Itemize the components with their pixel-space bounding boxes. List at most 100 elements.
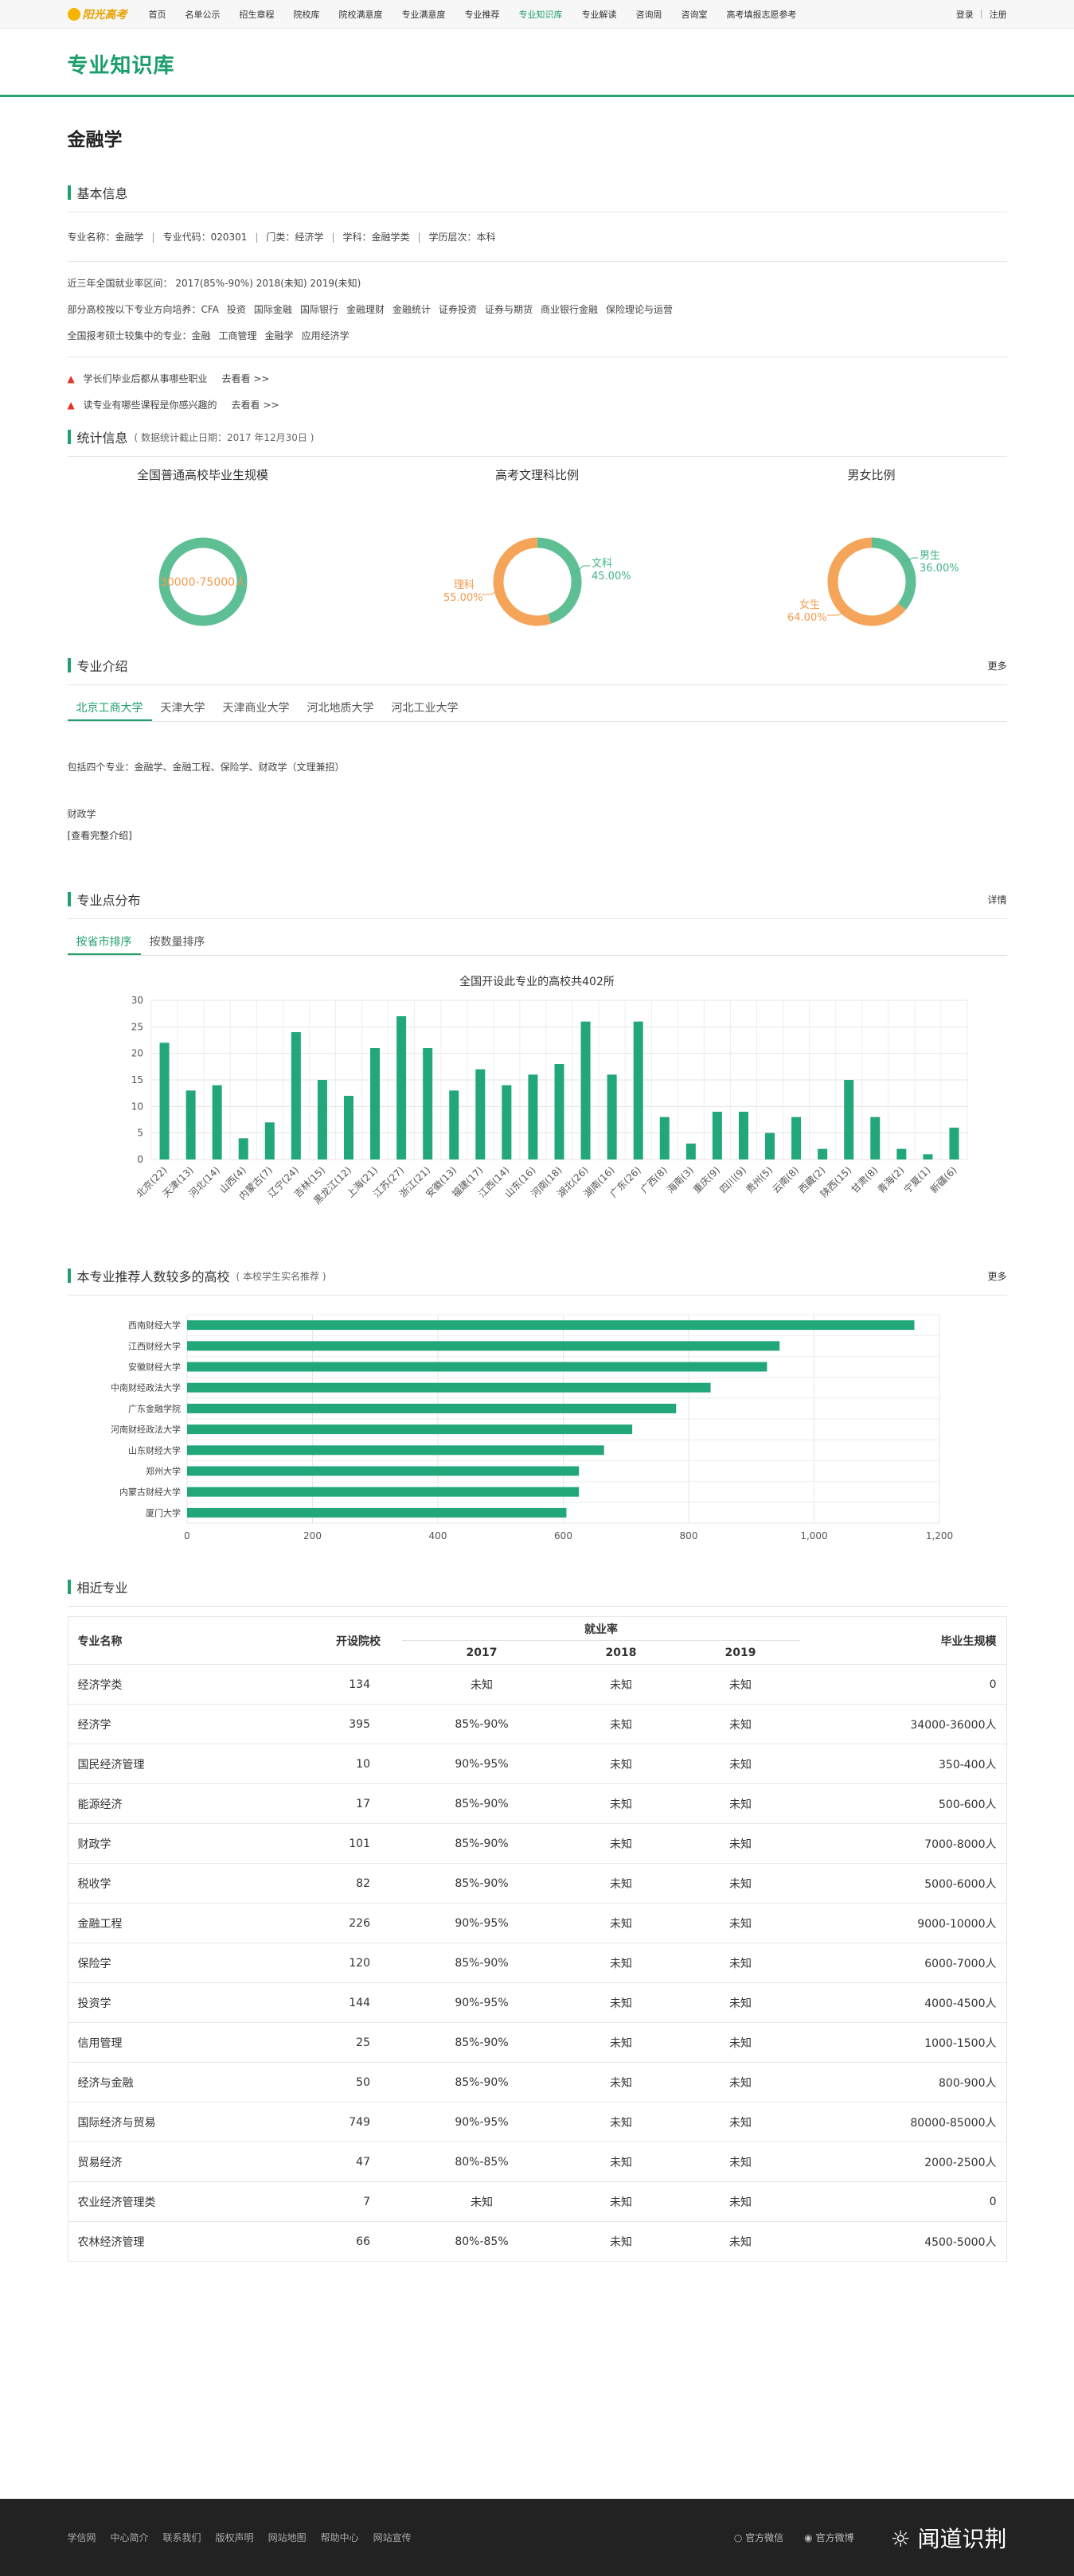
go-see-link[interactable]: 去看看 >> [231,399,279,411]
career-tag[interactable]: 证券投资 [438,304,477,315]
bar [738,1112,748,1159]
login-link[interactable]: 登录 [955,10,974,20]
footer-link[interactable]: 学信网 [67,2532,96,2543]
major-name-cell[interactable]: 税收学 [68,1863,314,1904]
footer-link[interactable]: 网站宣传 [373,2532,412,2543]
tab-school[interactable]: 河北地质大学 [307,702,374,715]
major-name: 金融学 [67,130,123,150]
tab-sort[interactable]: 按省市排序 [67,929,141,955]
career-tag[interactable]: 国际银行 [299,304,338,315]
section-marker [67,1580,71,1594]
rate-2017-cell: 未知 [402,1664,561,1705]
major-name-cell[interactable]: 经济与金融 [68,2062,314,2102]
career-tag[interactable]: 保险理论与运营 [606,304,674,315]
x-tick-label: 1,000 [800,1530,827,1541]
bar [186,1507,566,1518]
major-name-cell[interactable]: 农林经济管理 [68,2221,314,2262]
rate-2019-cell: 未知 [681,1943,800,1983]
y-tick-label: 江西财经大学 [128,1340,181,1351]
nav-item[interactable]: 专业知识库 [518,10,563,20]
nav-item[interactable]: 专业满意度 [401,10,446,20]
section-stats: 统计信息 ( 数据统计截止日期：2017 年12月30日 ) [67,427,1007,446]
schools-cell: 82 [314,1863,402,1904]
nav-item[interactable]: 专业解读 [581,10,617,20]
tab-school[interactable]: 天津商业大学 [222,702,290,715]
career-tag[interactable]: CFA [201,304,219,315]
nav-item[interactable]: 咨询周 [635,10,662,20]
site-logo[interactable]: 阳光高考 [67,4,136,25]
intro-text-2: 财政学 [67,809,96,820]
x-tick-label: 广西(8) [638,1164,669,1195]
nav-item[interactable]: 专业推荐 [464,10,500,20]
grad-major-tag[interactable]: 金融 [191,330,211,341]
science-pct: 55.00% [443,592,483,604]
major-name-cell[interactable]: 国际经济与贸易 [68,2102,314,2142]
major-name-cell[interactable]: 国民经济管理 [68,1744,314,1784]
major-name-cell[interactable]: 贸易经济 [68,2141,314,2182]
col-2018: 2018 [561,1640,681,1665]
grad-major-tag[interactable]: 工商管理 [218,330,257,341]
career-tag[interactable]: 金融统计 [392,304,431,315]
gender-donut: 男生 36.00% 女生 64.00% [787,537,959,626]
rate-2019-cell: 未知 [681,1704,800,1744]
footer-link[interactable]: 联系我们 [162,2532,201,2543]
tab-school[interactable]: 北京工商大学 [67,695,152,721]
grad-major-tag[interactable]: 金融学 [264,330,294,341]
footer-link[interactable]: 中心简介 [110,2532,149,2543]
more-link[interactable]: 更多 [987,660,1007,672]
view-full-intro-link[interactable]: [查看完整介绍] [67,830,132,841]
major-name-cell[interactable]: 信用管理 [68,2022,314,2063]
nav-item[interactable]: 院校库 [293,10,320,20]
bar [554,1064,564,1159]
major-name-cell[interactable]: 金融工程 [68,1903,314,1943]
major-name-cell[interactable]: 农业经济管理类 [68,2181,314,2222]
section-recommend: 本专业推荐人数较多的高校 ( 本校学生实名推荐 ) 更多 [67,1266,1007,1285]
tab-sort[interactable]: 按数量排序 [149,936,205,949]
link-careers-text[interactable]: 学长们毕业后都从事哪些职业 [83,373,208,384]
major-name-cell[interactable]: 投资学 [68,1982,314,2023]
official-weibo[interactable]: ◉ 官方微博 [804,2532,854,2543]
nav-item[interactable]: 招生章程 [239,10,275,20]
tab-school[interactable]: 河北工业大学 [391,702,459,715]
nav-item[interactable]: 院校满意度 [338,10,383,20]
schools-cell: 134 [314,1664,402,1705]
x-tick-label: 云南(8) [769,1164,801,1196]
footer-link[interactable]: 网站地图 [268,2532,307,2543]
major-name-cell[interactable]: 能源经济 [68,1783,314,1824]
nav-item[interactable]: 名单公示 [185,10,221,20]
nav-item[interactable]: 首页 [148,10,166,20]
career-tag[interactable]: 证券与期货 [485,304,533,315]
footer-link[interactable]: 帮助中心 [320,2532,359,2543]
table-row: 国民经济管理 10 90%-95% 未知 未知 350-400人 [68,1744,1006,1784]
bar [817,1148,827,1159]
link-courses-text[interactable]: 读专业有哪些课程是你感兴趣的 [83,399,217,411]
major-name-cell[interactable]: 经济学 [68,1704,314,1744]
y-tick-label: 中南财经政法大学 [111,1382,181,1393]
career-tag[interactable]: 金融理财 [346,304,385,315]
major-name-cell[interactable]: 财政学 [68,1823,314,1864]
rate-2017-cell: 90%-95% [402,1982,561,2023]
grad-major-tag[interactable]: 应用经济学 [301,330,350,341]
link-courses: ▲ 读专业有哪些课程是你感兴趣的 去看看 >> [68,398,1007,411]
details-link[interactable]: 详情 [987,894,1007,906]
more-link[interactable]: 更多 [987,1270,1007,1282]
go-see-link[interactable]: 去看看 >> [221,373,270,384]
register-link[interactable]: 注册 [989,10,1007,20]
y-tick-label: 厦门大学 [146,1507,181,1518]
major-name-cell[interactable]: 保险学 [68,1943,314,1983]
nav-item[interactable]: 高考填报志愿参考 [726,10,797,20]
chart-title: 男女比例 [847,468,896,482]
leader-line [826,610,848,616]
career-tag[interactable]: 投资 [226,304,246,315]
tab-school[interactable]: 天津大学 [160,702,205,715]
col-grad-scale: 毕业生规模 [800,1616,1006,1665]
footer-link[interactable]: 版权声明 [215,2532,254,2543]
major-name-cell[interactable]: 经济学类 [68,1664,314,1705]
career-tag[interactable]: 国际金融 [253,304,292,315]
rate-2019-cell: 未知 [681,2062,800,2102]
nav-item[interactable]: 咨询室 [681,10,708,20]
career-tag[interactable]: 商业银行金融 [541,304,599,315]
bar [186,1445,604,1456]
section-marker [67,185,71,200]
official-wechat[interactable]: ○ 官方微信 [733,2532,784,2543]
